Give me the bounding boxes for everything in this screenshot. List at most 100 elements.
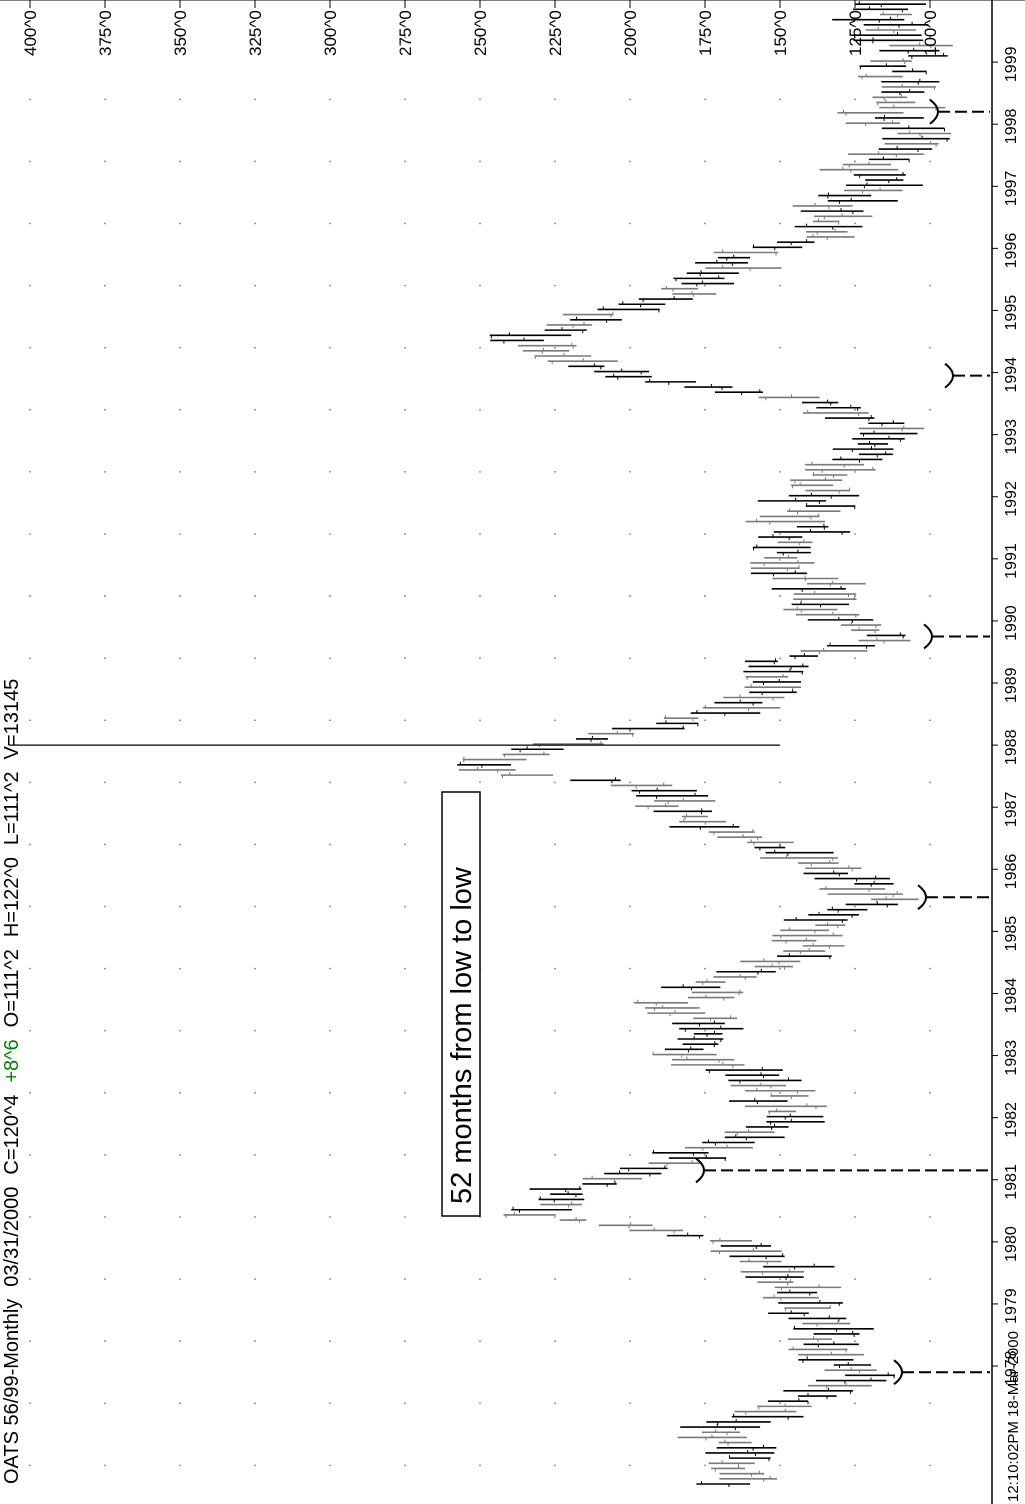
ohlc-bar <box>511 746 564 753</box>
grid-dot <box>179 657 181 660</box>
ohlc-bar <box>798 1351 864 1358</box>
grid-dots <box>29 36 931 1467</box>
ohlc-bar <box>690 710 761 717</box>
grid-dot <box>329 1029 331 1032</box>
ohlc-bar <box>884 140 939 147</box>
y-tick-label: 325^0 <box>246 10 265 56</box>
ohlc-bar <box>878 146 933 153</box>
grid-dot <box>104 98 106 101</box>
grid-dot <box>29 905 31 908</box>
ohlc-bar <box>582 1175 643 1182</box>
grid-dot <box>854 1278 856 1280</box>
grid-dot <box>254 781 256 784</box>
ohlc-bar <box>750 570 807 577</box>
ohlc-bar <box>757 497 827 504</box>
grid-dot <box>704 160 706 163</box>
ohlc-bar <box>648 1160 700 1167</box>
ohlc-bar <box>671 1056 735 1063</box>
grid-dot <box>29 1278 31 1280</box>
ohlc-bar <box>645 378 696 385</box>
ohlc-bar <box>805 487 851 494</box>
y-tick-label: 400^0 <box>21 10 40 56</box>
ohlc-bar <box>716 1444 777 1451</box>
symbol-label: OATS 56/99-Monthly <box>1 1299 23 1484</box>
grid-dot <box>704 1340 706 1343</box>
grid-dot <box>104 1278 106 1280</box>
ohlc-bar <box>812 218 840 225</box>
grid-dot <box>179 595 181 597</box>
ohlc-bar <box>800 208 864 215</box>
ohlc-bar <box>610 782 673 789</box>
ohlc-bar <box>778 1299 843 1306</box>
grid-dot <box>929 1154 931 1156</box>
ohlc-bar <box>797 1393 837 1400</box>
volume-label: V=13145 <box>1 679 23 760</box>
ohlc-bar <box>653 808 712 815</box>
ohlc-bar <box>805 466 876 473</box>
ohlc-bar <box>719 1475 778 1482</box>
ohlc-bar <box>730 1082 787 1089</box>
grid-dot <box>479 781 481 784</box>
grid-dot <box>854 1402 856 1405</box>
ohlc-bar <box>881 78 940 85</box>
ohlc-bar <box>789 653 818 660</box>
grid-dot <box>254 967 256 970</box>
grid-dot <box>929 595 931 597</box>
grid-dot <box>104 781 106 784</box>
grid-dot <box>554 1402 556 1405</box>
grid-dot <box>254 470 256 473</box>
ohlc-bar <box>654 797 716 804</box>
ohlc-bar <box>773 528 851 535</box>
ohlc-bar <box>702 1139 755 1146</box>
ohlc-bar <box>814 875 890 882</box>
grid-dot <box>854 1464 856 1467</box>
x-tick-label: 1997 <box>1003 171 1020 207</box>
ohlc-bar <box>731 1413 804 1420</box>
grid-dot <box>404 1091 406 1094</box>
y-tick-label: 375^0 <box>96 10 115 56</box>
x-tick-label: 1990 <box>1003 605 1020 641</box>
ohlc-bar <box>793 596 857 603</box>
ohlc-bar <box>788 1315 847 1322</box>
ohlc-bar <box>807 616 874 623</box>
x-tick-label: 1994 <box>1003 357 1020 393</box>
ohlc-bar <box>570 777 621 784</box>
grid-dot <box>554 595 556 597</box>
grid-dot <box>254 1216 256 1218</box>
ohlc-bar <box>594 368 650 375</box>
ohlc-bar <box>547 358 618 365</box>
ohlc-bar <box>881 125 945 132</box>
ohlc-bar <box>757 1403 812 1410</box>
ohlc-bar <box>833 1361 872 1368</box>
ohlc-bar <box>635 803 679 810</box>
y-tick-label: 200^0 <box>621 10 640 56</box>
grid-dot <box>854 222 856 225</box>
grid-dot <box>854 98 856 101</box>
grid-dot <box>929 284 931 287</box>
grid-dot <box>704 1216 706 1218</box>
ohlc-bar <box>766 1118 825 1125</box>
grid-dot <box>29 1340 31 1343</box>
ohlc-bar <box>758 534 803 541</box>
grid-dot <box>554 284 556 287</box>
grid-dot <box>254 408 256 411</box>
ohlc-bar <box>673 275 725 282</box>
x-tick-label: 1982 <box>1003 1102 1020 1138</box>
grid-dot <box>29 284 31 287</box>
ohlc-bar <box>691 989 744 996</box>
x-tick-label: 1988 <box>1003 729 1020 765</box>
ohlc-bar <box>523 347 570 354</box>
ohlc-bar <box>807 1382 872 1389</box>
grid-dot <box>779 222 781 225</box>
ohlc-bar <box>854 880 894 887</box>
ohlc-bar <box>714 699 763 706</box>
grid-dot <box>629 470 631 473</box>
grid-dot <box>179 1091 181 1094</box>
ohlc-bar <box>783 916 848 923</box>
y-tick-label: 100^0 <box>921 10 940 56</box>
grid-dot <box>29 843 31 846</box>
ohlc-bar <box>546 321 593 328</box>
ohlc-bar <box>708 829 755 836</box>
grid-dot <box>629 781 631 784</box>
ohlc-bar <box>744 684 801 691</box>
